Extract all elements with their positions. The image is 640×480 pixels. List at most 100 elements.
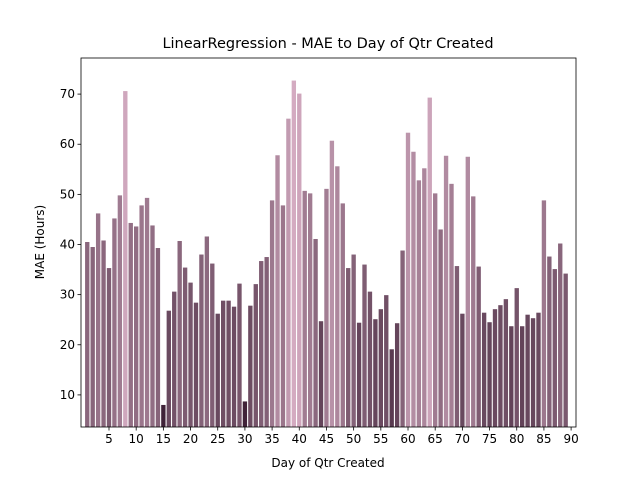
bar <box>476 266 481 427</box>
bar <box>210 263 215 427</box>
bar <box>378 309 384 427</box>
bar <box>525 314 530 427</box>
bar <box>242 401 248 427</box>
chart-title: LinearRegression - MAE to Day of Qtr Cre… <box>162 36 493 52</box>
x-tick-label: 80 <box>509 432 524 446</box>
bar <box>487 322 492 427</box>
bar <box>465 156 470 427</box>
x-tick-label: 10 <box>129 432 144 446</box>
bar <box>351 254 356 427</box>
bar <box>558 243 563 427</box>
bar <box>324 188 329 427</box>
bar <box>416 180 422 427</box>
x-tick-label: 30 <box>237 432 252 446</box>
bar <box>182 267 188 427</box>
bar <box>204 236 210 427</box>
x-tick-label: 25 <box>210 432 225 446</box>
bar <box>563 273 568 427</box>
x-tick-label: 85 <box>536 432 551 446</box>
bar <box>346 268 351 427</box>
y-tick-label: 60 <box>60 137 75 151</box>
bar <box>150 225 155 427</box>
bar <box>286 118 291 428</box>
bar <box>492 309 498 427</box>
bar <box>541 200 547 427</box>
bar <box>405 132 411 427</box>
bar <box>139 205 144 427</box>
bar <box>90 247 95 427</box>
bar <box>280 205 286 427</box>
bar <box>481 312 487 427</box>
bar <box>302 190 307 427</box>
bar <box>362 264 367 427</box>
x-tick-label: 20 <box>183 432 198 446</box>
bar <box>503 299 509 427</box>
bar <box>199 254 204 427</box>
bar <box>373 319 378 427</box>
y-tick-label: 10 <box>60 388 75 402</box>
bar <box>530 318 536 427</box>
bar <box>394 323 400 427</box>
x-axis-label: Day of Qtr Created <box>271 456 384 470</box>
bar <box>155 248 161 427</box>
bar <box>498 305 503 427</box>
bar <box>231 306 237 427</box>
x-tick-label: 15 <box>156 432 171 446</box>
bar <box>509 326 514 427</box>
bar <box>438 229 443 427</box>
bar <box>340 203 345 427</box>
bar <box>449 183 454 427</box>
bar <box>411 151 416 427</box>
bar <box>514 288 519 427</box>
bar <box>384 295 389 427</box>
x-tick-label: 50 <box>346 432 361 446</box>
bar <box>259 261 264 427</box>
bar <box>335 166 340 428</box>
bar <box>313 238 318 427</box>
y-tick-label: 20 <box>60 338 75 352</box>
bar <box>536 312 541 427</box>
bar <box>460 313 465 427</box>
bar <box>269 200 275 427</box>
x-tick-label: 45 <box>319 432 334 446</box>
bar <box>172 291 177 427</box>
bar <box>112 218 117 427</box>
x-tick-label: 75 <box>482 432 497 446</box>
y-tick-label: 30 <box>60 288 75 302</box>
bar <box>226 300 231 427</box>
bar <box>128 222 133 427</box>
x-tick-label: 65 <box>428 432 443 446</box>
bar <box>433 193 438 427</box>
bar <box>123 91 128 428</box>
bar <box>367 291 373 427</box>
bar <box>443 155 449 427</box>
bar <box>144 197 150 427</box>
bar <box>471 196 476 427</box>
bar <box>85 241 90 427</box>
bar <box>520 326 525 427</box>
bar <box>275 155 280 427</box>
bar <box>117 195 123 427</box>
plot-frame <box>80 57 577 428</box>
x-tick-label: 60 <box>400 432 415 446</box>
x-tick-label: 70 <box>455 432 470 446</box>
bar <box>188 282 193 427</box>
x-tick-label: 55 <box>373 432 388 446</box>
bar <box>177 240 182 427</box>
bar <box>422 168 427 427</box>
bar <box>166 310 171 427</box>
bar <box>400 250 405 427</box>
y-axis-label: MAE (Hours) <box>33 205 47 279</box>
bar <box>547 256 552 427</box>
y-tick-label: 50 <box>60 187 75 201</box>
y-tick-label: 70 <box>60 87 75 101</box>
bar <box>454 266 460 427</box>
x-tick-label: 5 <box>105 432 113 446</box>
bar <box>264 257 269 427</box>
x-tick-label: 40 <box>292 432 307 446</box>
bar <box>215 313 220 427</box>
bar <box>552 269 557 427</box>
bar <box>95 213 101 427</box>
bar <box>101 240 106 427</box>
